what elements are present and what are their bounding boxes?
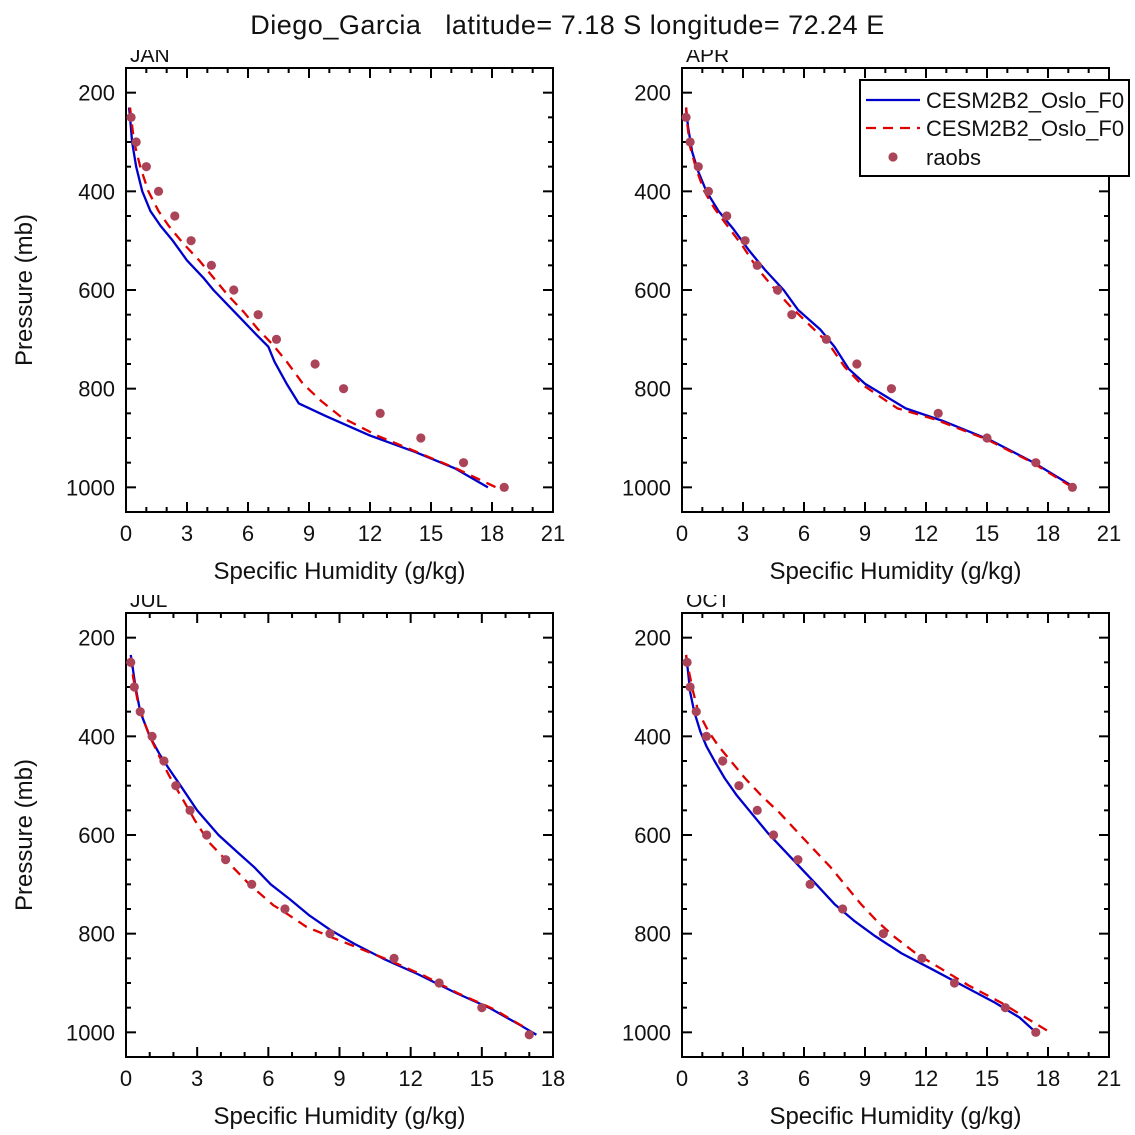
svg-text:1000: 1000 bbox=[66, 1020, 115, 1045]
svg-text:12: 12 bbox=[358, 521, 382, 546]
axes: 0 3 6 9 12 15 18 200 400 600 800 1000 JUL Specific Hu… bbox=[11, 595, 565, 1130]
axes: 0 3 6 9 12 15 18 21 200 400 600 800 1000 OCT Specific … bbox=[622, 595, 1121, 1130]
svg-text:6: 6 bbox=[242, 521, 254, 546]
series-dashed bbox=[128, 107, 497, 489]
svg-text:Pressure (mb): Pressure (mb) bbox=[11, 214, 38, 366]
svg-text:18: 18 bbox=[541, 1066, 565, 1091]
series-solid bbox=[129, 654, 537, 1036]
svg-text:800: 800 bbox=[634, 377, 671, 402]
svg-text:JAN: JAN bbox=[130, 50, 170, 67]
svg-text:3: 3 bbox=[181, 521, 193, 546]
raobs-dots bbox=[126, 657, 534, 1040]
svg-text:9: 9 bbox=[303, 521, 315, 546]
svg-text:12: 12 bbox=[914, 1066, 938, 1091]
series-solid bbox=[684, 654, 1037, 1034]
svg-text:200: 200 bbox=[634, 626, 671, 651]
raobs-dots bbox=[681, 112, 1077, 492]
svg-text:3: 3 bbox=[737, 1066, 749, 1091]
svg-text:12: 12 bbox=[914, 521, 938, 546]
svg-text:0: 0 bbox=[120, 1066, 132, 1091]
svg-text:600: 600 bbox=[78, 278, 115, 303]
series-solid bbox=[127, 107, 489, 489]
svg-text:600: 600 bbox=[78, 823, 115, 848]
svg-text:6: 6 bbox=[262, 1066, 274, 1091]
svg-text:21: 21 bbox=[541, 521, 565, 546]
axes: 0 3 6 9 12 15 18 21 200 400 600 800 1000 APR Specific … bbox=[622, 50, 1121, 585]
svg-text:Specific Humidity (g/kg): Specific Humidity (g/kg) bbox=[769, 1103, 1021, 1130]
svg-text:800: 800 bbox=[78, 377, 115, 402]
svg-text:800: 800 bbox=[78, 922, 115, 947]
panel-apr-chart: 0 3 6 9 12 15 18 21 200 400 600 800 1000 APR Specific … bbox=[622, 50, 1130, 585]
svg-text:21: 21 bbox=[1097, 1066, 1121, 1091]
svg-text:21: 21 bbox=[1097, 521, 1121, 546]
svg-text:Specific Humidity (g/kg): Specific Humidity (g/kg) bbox=[213, 1103, 465, 1130]
panel-jan-chart: 0 3 6 9 12 15 18 21 200 400 600 800 1000 JAN Specific … bbox=[11, 50, 565, 585]
svg-text:200: 200 bbox=[634, 81, 671, 106]
svg-text:200: 200 bbox=[78, 626, 115, 651]
svg-text:9: 9 bbox=[333, 1066, 345, 1091]
svg-text:9: 9 bbox=[859, 521, 871, 546]
svg-text:9: 9 bbox=[859, 1066, 871, 1091]
svg-text:18: 18 bbox=[480, 521, 504, 546]
panel-oct-chart: 0 3 6 9 12 15 18 21 200 400 600 800 1000 OCT Specific … bbox=[622, 595, 1121, 1130]
axes: 0 3 6 9 12 15 18 21 200 400 600 800 1000 JAN Specific … bbox=[11, 50, 565, 585]
svg-text:15: 15 bbox=[975, 521, 999, 546]
series-dashed bbox=[684, 107, 1074, 489]
svg-text:1000: 1000 bbox=[622, 1020, 671, 1045]
svg-text:APR: APR bbox=[686, 50, 729, 67]
panel-jul-chart: 0 3 6 9 12 15 18 200 400 600 800 1000 JUL Specific Hu… bbox=[11, 595, 565, 1130]
svg-text:3: 3 bbox=[737, 521, 749, 546]
svg-text:0: 0 bbox=[120, 521, 132, 546]
svg-text:0: 0 bbox=[676, 521, 688, 546]
svg-text:18: 18 bbox=[1036, 1066, 1060, 1091]
svg-text:CESM2B2_Oslo_F0: CESM2B2_Oslo_F0 bbox=[926, 116, 1124, 141]
svg-text:15: 15 bbox=[975, 1066, 999, 1091]
raobs-dots bbox=[682, 657, 1041, 1037]
svg-text:3: 3 bbox=[191, 1066, 203, 1091]
svg-text:Specific Humidity (g/kg): Specific Humidity (g/kg) bbox=[769, 558, 1021, 585]
svg-text:CESM2B2_Oslo_F0: CESM2B2_Oslo_F0 bbox=[926, 88, 1124, 113]
svg-text:12: 12 bbox=[398, 1066, 422, 1091]
svg-text:400: 400 bbox=[78, 179, 115, 204]
svg-text:15: 15 bbox=[419, 521, 443, 546]
svg-text:600: 600 bbox=[634, 823, 671, 848]
chart-title: Diego_Garcia latitude= 7.18 S longitude=… bbox=[250, 10, 885, 40]
svg-text:raobs: raobs bbox=[926, 145, 981, 170]
svg-text:800: 800 bbox=[634, 922, 671, 947]
svg-text:1000: 1000 bbox=[622, 475, 671, 500]
svg-text:15: 15 bbox=[470, 1066, 494, 1091]
svg-text:600: 600 bbox=[634, 278, 671, 303]
svg-text:Pressure (mb): Pressure (mb) bbox=[11, 759, 38, 911]
svg-text:400: 400 bbox=[78, 724, 115, 749]
svg-text:JUL: JUL bbox=[130, 595, 167, 612]
svg-text:6: 6 bbox=[798, 1066, 810, 1091]
series-dashed bbox=[684, 654, 1051, 1034]
svg-text:400: 400 bbox=[634, 179, 671, 204]
raobs-dots bbox=[126, 112, 509, 492]
svg-text:18: 18 bbox=[1036, 521, 1060, 546]
svg-text:200: 200 bbox=[78, 81, 115, 106]
series-solid bbox=[684, 107, 1076, 489]
svg-text:Specific Humidity (g/kg): Specific Humidity (g/kg) bbox=[213, 558, 465, 585]
svg-text:6: 6 bbox=[798, 521, 810, 546]
svg-text:0: 0 bbox=[676, 1066, 688, 1091]
svg-text:400: 400 bbox=[634, 724, 671, 749]
svg-text:OCT: OCT bbox=[686, 595, 731, 612]
svg-text:1000: 1000 bbox=[66, 475, 115, 500]
series-dashed bbox=[129, 657, 533, 1036]
